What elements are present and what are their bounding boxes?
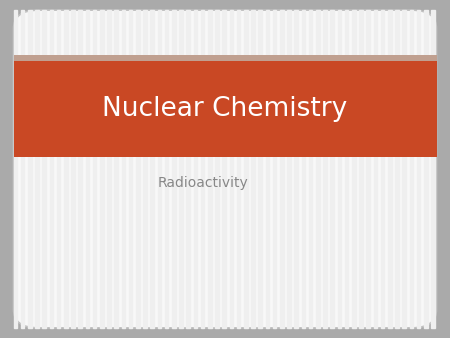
Bar bbox=[417, 10, 420, 328]
Bar bbox=[280, 10, 284, 328]
Bar bbox=[35, 10, 39, 328]
Bar bbox=[165, 10, 168, 328]
Bar bbox=[359, 10, 363, 328]
Bar bbox=[71, 10, 75, 328]
Text: Radioactivity: Radioactivity bbox=[158, 176, 248, 190]
Bar bbox=[86, 10, 89, 328]
Bar bbox=[294, 10, 298, 328]
Bar bbox=[172, 10, 176, 328]
Bar bbox=[338, 10, 341, 328]
Bar bbox=[186, 10, 190, 328]
Bar bbox=[150, 10, 154, 328]
Bar bbox=[395, 10, 399, 328]
Bar bbox=[215, 10, 219, 328]
Bar bbox=[424, 10, 428, 328]
Bar bbox=[352, 10, 356, 328]
Bar bbox=[273, 10, 276, 328]
Bar bbox=[136, 10, 140, 328]
Bar bbox=[381, 10, 384, 328]
Bar bbox=[230, 10, 233, 328]
Bar bbox=[302, 10, 305, 328]
Bar bbox=[208, 10, 211, 328]
Bar bbox=[42, 10, 46, 328]
Bar bbox=[374, 10, 377, 328]
Bar bbox=[122, 10, 125, 328]
Bar bbox=[266, 10, 269, 328]
Bar bbox=[201, 10, 204, 328]
Bar bbox=[28, 10, 32, 328]
Bar bbox=[244, 10, 248, 328]
Bar bbox=[330, 10, 334, 328]
Bar bbox=[14, 10, 17, 328]
Bar bbox=[64, 10, 68, 328]
Bar bbox=[316, 10, 320, 328]
Bar bbox=[345, 10, 348, 328]
Bar bbox=[114, 10, 118, 328]
Bar bbox=[21, 10, 24, 328]
Bar bbox=[431, 10, 435, 328]
Bar bbox=[107, 10, 111, 328]
Bar bbox=[366, 10, 370, 328]
Bar bbox=[251, 10, 255, 328]
Bar bbox=[179, 10, 183, 328]
Bar bbox=[78, 10, 82, 328]
Bar bbox=[287, 10, 291, 328]
Bar bbox=[402, 10, 406, 328]
Bar bbox=[158, 10, 161, 328]
Bar bbox=[388, 10, 392, 328]
Bar bbox=[222, 10, 226, 328]
Bar bbox=[100, 10, 104, 328]
Bar bbox=[237, 10, 240, 328]
Bar bbox=[14, 61, 436, 157]
Bar bbox=[194, 10, 197, 328]
Bar bbox=[57, 10, 60, 328]
Bar bbox=[410, 10, 413, 328]
Bar bbox=[129, 10, 132, 328]
Bar bbox=[50, 10, 53, 328]
Bar bbox=[309, 10, 312, 328]
Bar bbox=[258, 10, 262, 328]
FancyBboxPatch shape bbox=[14, 10, 436, 328]
Bar bbox=[323, 10, 327, 328]
Text: Nuclear Chemistry: Nuclear Chemistry bbox=[103, 96, 347, 122]
Bar bbox=[14, 55, 436, 61]
Bar bbox=[93, 10, 96, 328]
Bar bbox=[143, 10, 147, 328]
